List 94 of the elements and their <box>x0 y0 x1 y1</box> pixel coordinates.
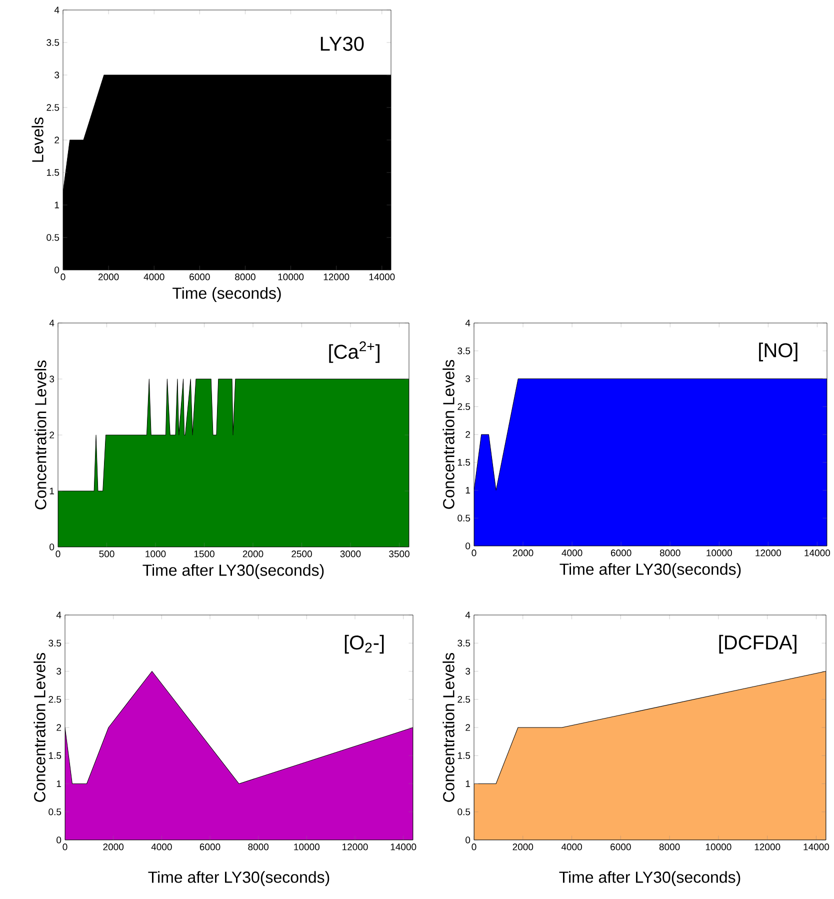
y-tick-label: 1.5 <box>458 752 470 759</box>
annotation: [O$_{2}$-] <box>344 634 384 654</box>
y-tick-label: 0.5 <box>458 808 470 816</box>
x-tick-label: 2000 <box>103 844 124 850</box>
y-tick-label: 3 <box>466 375 470 382</box>
y-tick-label: 3.5 <box>46 39 60 46</box>
x-tick-label: 4000 <box>562 550 582 556</box>
x-tick-label: 4000 <box>561 844 582 850</box>
x-tick-label: 12000 <box>342 844 368 850</box>
x-tick-label: 14000 <box>390 844 416 850</box>
x-tick-label: 500 <box>99 550 114 558</box>
y-tick-label: 1 <box>54 202 59 208</box>
x-tick-label: 0 <box>472 844 476 850</box>
annotation: LY30 <box>320 36 364 51</box>
y-tick-label: 3 <box>54 72 60 78</box>
y-tick-label: 1 <box>50 488 54 494</box>
x-tick-label: 0 <box>62 844 68 850</box>
y-tick-label: 4 <box>465 320 470 326</box>
x-tick-label: 2500 <box>292 550 312 558</box>
y-tick-label: 2 <box>50 432 54 438</box>
x-tick-label: 8000 <box>235 274 256 280</box>
y-tick-label: 3.5 <box>458 348 470 354</box>
annotation: [NO] <box>759 342 798 362</box>
x-tick-label: 1000 <box>146 550 166 558</box>
y-tick-label: 3 <box>466 668 470 675</box>
x-tick-label: 10000 <box>294 844 320 850</box>
x-tick-label: 2000 <box>242 550 264 558</box>
x-axis-title: Time after LY30(seconds) <box>142 564 324 580</box>
x-tick-label: 10000 <box>706 550 732 556</box>
x-tick-label: 4000 <box>144 274 164 280</box>
y-tick-label: 4 <box>54 6 60 14</box>
y-tick-label: 2.5 <box>46 104 60 111</box>
x-tick-label: 4000 <box>151 844 172 850</box>
y-tick-label: 0.5 <box>46 234 60 241</box>
y-tick-label: 2.5 <box>48 696 62 703</box>
y-tick-label: 3 <box>56 668 62 675</box>
x-tick-label: 8000 <box>659 844 680 850</box>
x-axis-title: Time (seconds) <box>172 287 281 302</box>
x-axis-title: Time after LY30(seconds) <box>559 871 740 886</box>
x-tick-label: 3000 <box>340 550 361 558</box>
y-tick-label: 2 <box>56 724 61 731</box>
x-tick-label: 12000 <box>756 550 781 556</box>
y-tick-label: 0 <box>50 544 54 550</box>
x-axis-title: Time after LY30(seconds) <box>148 871 330 886</box>
y-tick-label: 4 <box>49 320 54 326</box>
y-axis-title: Concentration Levels <box>34 652 46 802</box>
y-tick-label: 1.5 <box>46 169 60 176</box>
y-tick-label: 1 <box>466 780 470 788</box>
x-tick-label: 8000 <box>248 844 269 850</box>
x-tick-label: 14000 <box>804 844 830 850</box>
x-tick-label: 12000 <box>754 844 780 850</box>
x-tick-label: 6000 <box>190 274 210 280</box>
y-tick-label: 1.5 <box>458 459 470 466</box>
y-tick-label: 0 <box>466 542 470 550</box>
x-tick-label: 1500 <box>194 550 214 558</box>
x-tick-label: 0 <box>472 550 476 556</box>
y-tick-label: 4 <box>465 612 470 618</box>
y-axis-title: Concentration Levels <box>442 652 454 802</box>
y-tick-label: 1.5 <box>48 752 62 759</box>
x-tick-label: 10000 <box>706 844 732 850</box>
y-tick-label: 1 <box>56 780 61 788</box>
x-tick-label: 8000 <box>660 550 680 556</box>
y-tick-label: 0 <box>56 836 62 844</box>
y-tick-label: 1 <box>466 486 470 494</box>
y-tick-label: 2.5 <box>458 403 470 410</box>
y-tick-label: 0.5 <box>48 808 62 816</box>
y-tick-label: 0 <box>466 836 470 844</box>
y-tick-label: 0 <box>54 266 60 274</box>
y-tick-label: 3.5 <box>458 640 470 646</box>
y-axis-title: Concentration Levels <box>442 360 454 509</box>
y-tick-label: 2 <box>54 136 59 144</box>
y-tick-label: 2.5 <box>458 696 470 703</box>
annotation: [Ca$^{2+}$] <box>329 341 380 363</box>
y-axis-title: Concentration Levels <box>34 360 46 510</box>
x-tick-label: 6000 <box>610 844 631 850</box>
y-tick-label: 4 <box>56 612 62 618</box>
x-tick-label: 6000 <box>200 844 220 850</box>
y-tick-label: 0.5 <box>458 514 470 522</box>
x-tick-label: 2000 <box>512 844 534 850</box>
y-tick-label: 3 <box>50 376 54 382</box>
y-tick-label: 2 <box>466 724 470 731</box>
x-tick-label: 3500 <box>389 550 410 558</box>
y-tick-label: 2 <box>466 431 470 438</box>
x-tick-label: 14000 <box>804 550 830 556</box>
x-tick-label: 2000 <box>512 550 534 556</box>
x-tick-label: 6000 <box>611 550 632 556</box>
x-tick-label: 14000 <box>369 274 395 280</box>
annotation: [DCFDA] <box>719 634 796 654</box>
x-tick-label: 10000 <box>278 274 304 280</box>
x-axis-title: Time after LY30(seconds) <box>560 563 741 578</box>
y-tick-label: 3.5 <box>48 640 62 646</box>
x-tick-label: 2000 <box>98 274 119 280</box>
x-tick-label: 12000 <box>324 274 350 280</box>
y-axis-title: Levels <box>32 117 44 162</box>
